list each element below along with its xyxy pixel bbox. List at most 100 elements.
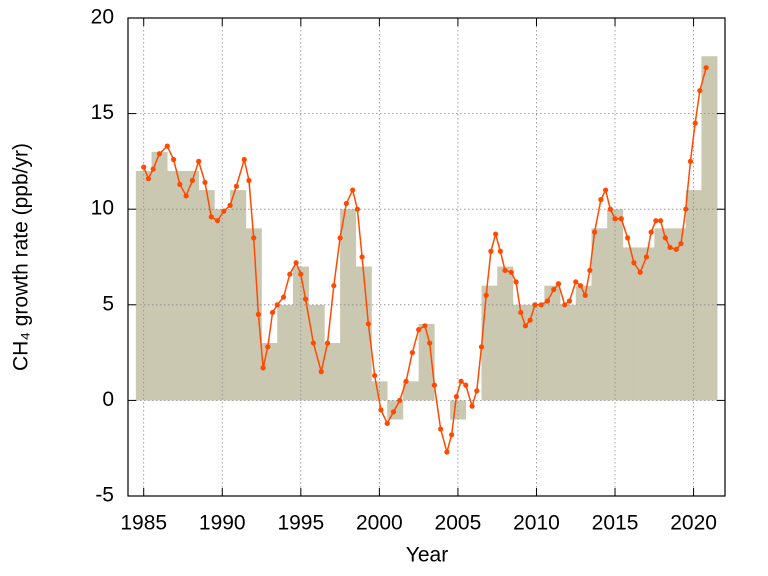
- bar: [622, 247, 639, 401]
- line-point: [551, 286, 557, 293]
- line-point: [637, 269, 643, 275]
- line-point: [488, 248, 494, 254]
- line-point: [331, 283, 337, 289]
- line-point: [697, 88, 703, 94]
- x-tick-label: 1995: [277, 512, 324, 535]
- line-point: [150, 166, 156, 172]
- line-point: [582, 292, 588, 298]
- line-point: [265, 344, 271, 350]
- line-point: [390, 409, 397, 415]
- line-point: [624, 235, 631, 241]
- line-point: [221, 208, 227, 214]
- line-point: [469, 403, 475, 409]
- line-point: [372, 372, 378, 379]
- line-point: [598, 197, 604, 203]
- x-tick-label: 2005: [435, 512, 482, 535]
- line-point: [453, 393, 459, 400]
- bar: [497, 266, 514, 401]
- line-point: [427, 340, 433, 346]
- line-point: [324, 340, 331, 346]
- line-point: [164, 143, 170, 149]
- line-point: [354, 206, 360, 212]
- line-point: [378, 407, 384, 413]
- line-point: [241, 156, 247, 163]
- bar: [324, 343, 341, 401]
- bar: [151, 151, 168, 401]
- line-point: [416, 327, 422, 333]
- line-point: [343, 200, 349, 207]
- line-point: [208, 214, 214, 220]
- line-point: [678, 241, 684, 247]
- line-point: [189, 177, 196, 184]
- line-point: [538, 302, 544, 308]
- line-point: [612, 216, 618, 222]
- line-point: [246, 177, 252, 184]
- line-point: [502, 267, 508, 273]
- bar: [261, 343, 278, 401]
- bar: [167, 170, 184, 401]
- y-tick-label: 15: [91, 101, 114, 124]
- line-point: [703, 65, 709, 71]
- line-point: [657, 218, 664, 224]
- line-point: [478, 344, 485, 350]
- line-point: [280, 294, 287, 300]
- bar: [670, 228, 687, 401]
- bar: [481, 285, 498, 401]
- line-point: [227, 202, 233, 208]
- line-point: [310, 340, 316, 346]
- line-point: [260, 365, 266, 371]
- line-point: [409, 350, 415, 356]
- line-point: [196, 158, 202, 164]
- y-tick-label: 20: [91, 6, 114, 29]
- line-point: [350, 187, 356, 193]
- line-point: [566, 298, 573, 304]
- line-point: [607, 206, 613, 212]
- x-tick-label: 1990: [199, 512, 246, 535]
- y-tick-label: 10: [91, 197, 114, 220]
- line-point: [141, 164, 147, 170]
- line-point: [618, 216, 624, 222]
- bar: [512, 304, 529, 401]
- line-point: [577, 283, 584, 289]
- bar: [182, 170, 199, 401]
- line-point: [562, 302, 568, 308]
- line-point: [293, 260, 299, 266]
- line-point: [183, 193, 189, 199]
- line-point: [302, 296, 309, 302]
- y-tick-label: -5: [95, 484, 114, 507]
- line-point: [518, 309, 524, 316]
- bar: [701, 56, 718, 401]
- x-tick-label: 2010: [513, 512, 560, 535]
- bar: [575, 285, 592, 401]
- x-tick-label: 2015: [592, 512, 639, 535]
- line-point: [422, 323, 428, 329]
- bar: [214, 209, 231, 401]
- line-point: [156, 151, 163, 157]
- line-point: [251, 235, 257, 241]
- line-point: [255, 311, 261, 317]
- line-point: [269, 309, 276, 316]
- line-point: [587, 267, 593, 273]
- line-point: [287, 271, 293, 277]
- bar: [355, 266, 372, 401]
- line-point: [384, 420, 390, 426]
- line-point: [692, 120, 698, 126]
- line-point: [648, 229, 654, 235]
- line-point: [631, 260, 637, 266]
- line-point: [683, 206, 689, 212]
- line-point: [438, 426, 444, 432]
- line-point: [463, 382, 469, 388]
- line-point: [474, 388, 480, 394]
- line-point: [298, 271, 304, 277]
- line-point: [449, 432, 455, 438]
- line-point: [673, 246, 679, 252]
- bar: [544, 285, 561, 401]
- line-point: [662, 235, 668, 241]
- line-point: [497, 248, 503, 254]
- line-point: [592, 229, 598, 235]
- line-point: [365, 321, 371, 327]
- x-tick-label: 2020: [670, 512, 717, 535]
- bar: [638, 247, 655, 401]
- line-point: [233, 183, 240, 189]
